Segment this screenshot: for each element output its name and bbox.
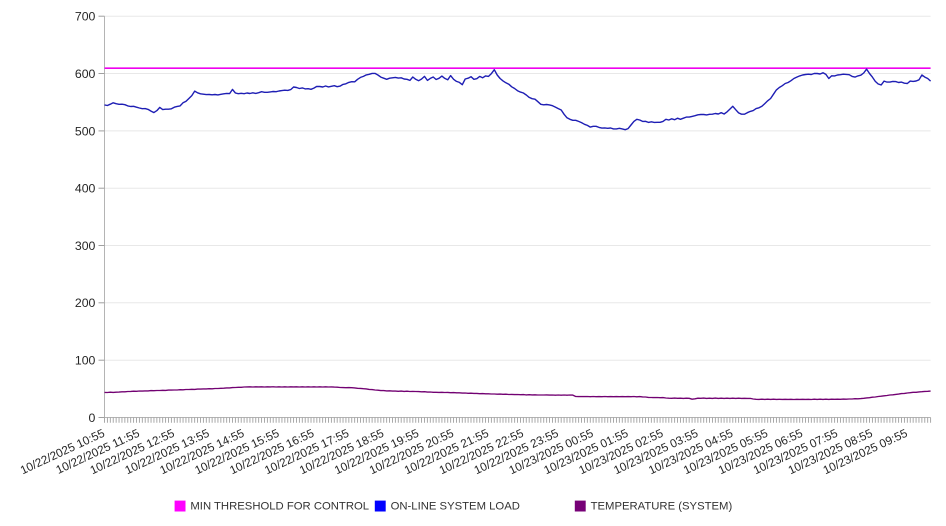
svg-text:0: 0: [89, 411, 96, 425]
svg-text:MIN THRESHOLD FOR CONTROL: MIN THRESHOLD FOR CONTROL: [190, 501, 369, 513]
svg-text:700: 700: [75, 10, 96, 24]
svg-text:600: 600: [75, 67, 96, 81]
svg-text:TEMPERATURE (SYSTEM): TEMPERATURE (SYSTEM): [591, 501, 733, 513]
svg-text:200: 200: [75, 296, 96, 310]
svg-text:100: 100: [75, 354, 96, 368]
svg-text:300: 300: [75, 239, 96, 253]
svg-text:ON-LINE SYSTEM LOAD: ON-LINE SYSTEM LOAD: [391, 501, 520, 513]
svg-text:500: 500: [75, 124, 96, 138]
svg-text:400: 400: [75, 182, 96, 196]
